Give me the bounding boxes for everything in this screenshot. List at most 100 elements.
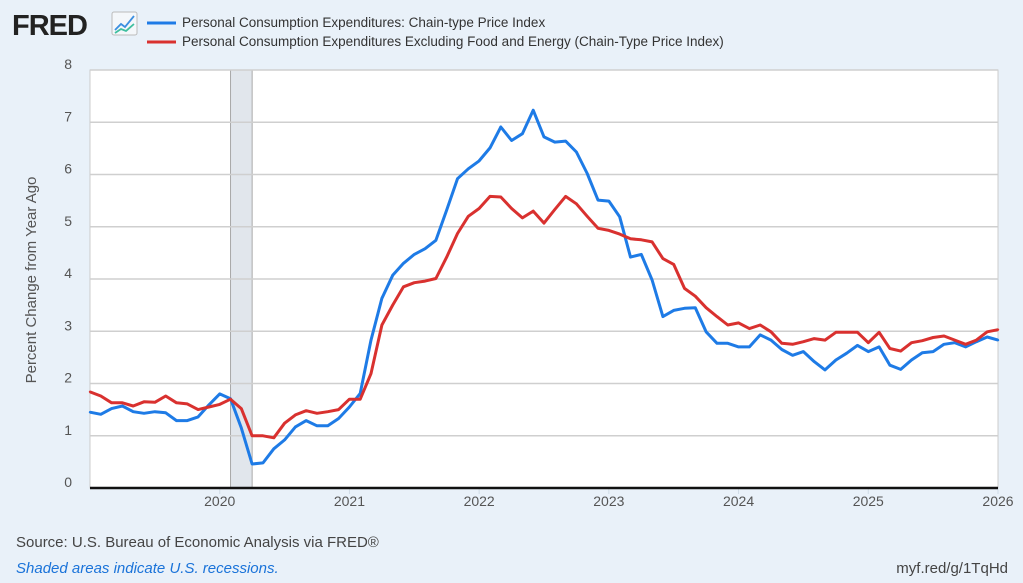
data-point (272, 436, 275, 440)
data-point (380, 297, 384, 300)
data-point (88, 390, 92, 394)
data-point (640, 253, 643, 256)
data-point (877, 331, 881, 334)
x-tick-label: 2020 (204, 493, 235, 509)
data-point (931, 350, 935, 353)
data-point (467, 215, 470, 218)
y-tick-label: 0 (64, 474, 72, 490)
recession-note-link[interactable]: Shaded areas indicate U.S. recessions. (16, 560, 279, 577)
data-point (99, 413, 103, 416)
data-point (596, 227, 600, 230)
data-point (737, 321, 740, 325)
data-point (142, 400, 146, 403)
data-point (391, 303, 394, 307)
data-point (694, 306, 697, 309)
data-point (218, 403, 221, 406)
data-point (856, 331, 859, 334)
data-point (650, 278, 654, 282)
data-point (596, 198, 600, 202)
y-tick-label: 1 (64, 422, 72, 438)
data-point (304, 409, 308, 412)
data-point (175, 401, 178, 405)
data-point (196, 415, 200, 419)
data-point (942, 343, 946, 346)
legend: Personal Consumption Expenditures: Chain… (147, 15, 724, 49)
data-point (996, 328, 1000, 331)
data-point (132, 410, 135, 413)
data-point (175, 419, 178, 422)
data-point (445, 208, 448, 212)
data-point (272, 447, 275, 451)
y-tick-label: 5 (64, 213, 72, 229)
data-point (607, 229, 611, 232)
data-point (218, 392, 221, 396)
data-point (758, 323, 762, 327)
x-tick-label: 2022 (464, 493, 495, 509)
data-point (240, 407, 243, 410)
data-point (294, 425, 297, 429)
data-point (813, 337, 816, 340)
x-tick-label: 2024 (723, 493, 754, 509)
data-point (586, 172, 589, 175)
data-point (607, 199, 611, 203)
data-point (985, 335, 989, 339)
data-point (726, 323, 729, 327)
data-point (791, 343, 794, 346)
data-point (142, 412, 146, 415)
data-point (326, 424, 330, 428)
data-point (250, 462, 254, 466)
data-point (748, 327, 751, 330)
data-point (369, 372, 373, 375)
data-point (121, 401, 124, 405)
data-point (337, 408, 340, 411)
data-point (434, 239, 438, 242)
data-point (531, 109, 535, 112)
data-point (207, 405, 211, 409)
data-point (975, 338, 978, 342)
data-point (510, 207, 513, 210)
y-axis-label: Percent Change from Year Ago (23, 177, 40, 384)
data-point (402, 285, 405, 289)
data-point (391, 274, 394, 277)
source-note: Source: U.S. Bureau of Economic Analysis… (16, 534, 379, 551)
data-point (553, 140, 557, 144)
data-point (823, 338, 827, 342)
data-point (164, 411, 167, 414)
data-point (564, 139, 567, 143)
data-point (196, 408, 200, 411)
data-point (315, 424, 319, 428)
short-url-link[interactable]: myf.red/g/1TqHd (896, 560, 1008, 577)
data-point (359, 397, 362, 401)
data-point (715, 315, 719, 318)
data-point (899, 349, 902, 353)
fred-logo[interactable]: FRED (12, 10, 88, 42)
data-point (683, 307, 686, 310)
data-point (650, 240, 654, 244)
data-point (802, 340, 805, 343)
data-point (845, 331, 848, 334)
data-point (726, 342, 729, 345)
data-point (985, 330, 989, 333)
data-point (121, 404, 124, 408)
data-point (229, 397, 232, 401)
data-point (910, 358, 913, 362)
data-point (348, 397, 351, 401)
y-tick-label: 2 (64, 370, 72, 386)
data-point (953, 338, 956, 342)
data-point (769, 338, 773, 342)
x-tick-label: 2023 (593, 493, 624, 509)
data-point (953, 341, 956, 344)
data-point (629, 255, 632, 259)
data-point (931, 336, 935, 339)
data-point (283, 422, 286, 425)
data-point (326, 410, 330, 413)
data-point (423, 279, 427, 283)
data-point (402, 262, 405, 265)
data-point (132, 404, 135, 408)
data-point (877, 345, 881, 349)
data-point (499, 125, 502, 129)
data-point (921, 339, 924, 342)
data-point (867, 350, 870, 353)
line-chart-icon[interactable] (111, 11, 138, 36)
